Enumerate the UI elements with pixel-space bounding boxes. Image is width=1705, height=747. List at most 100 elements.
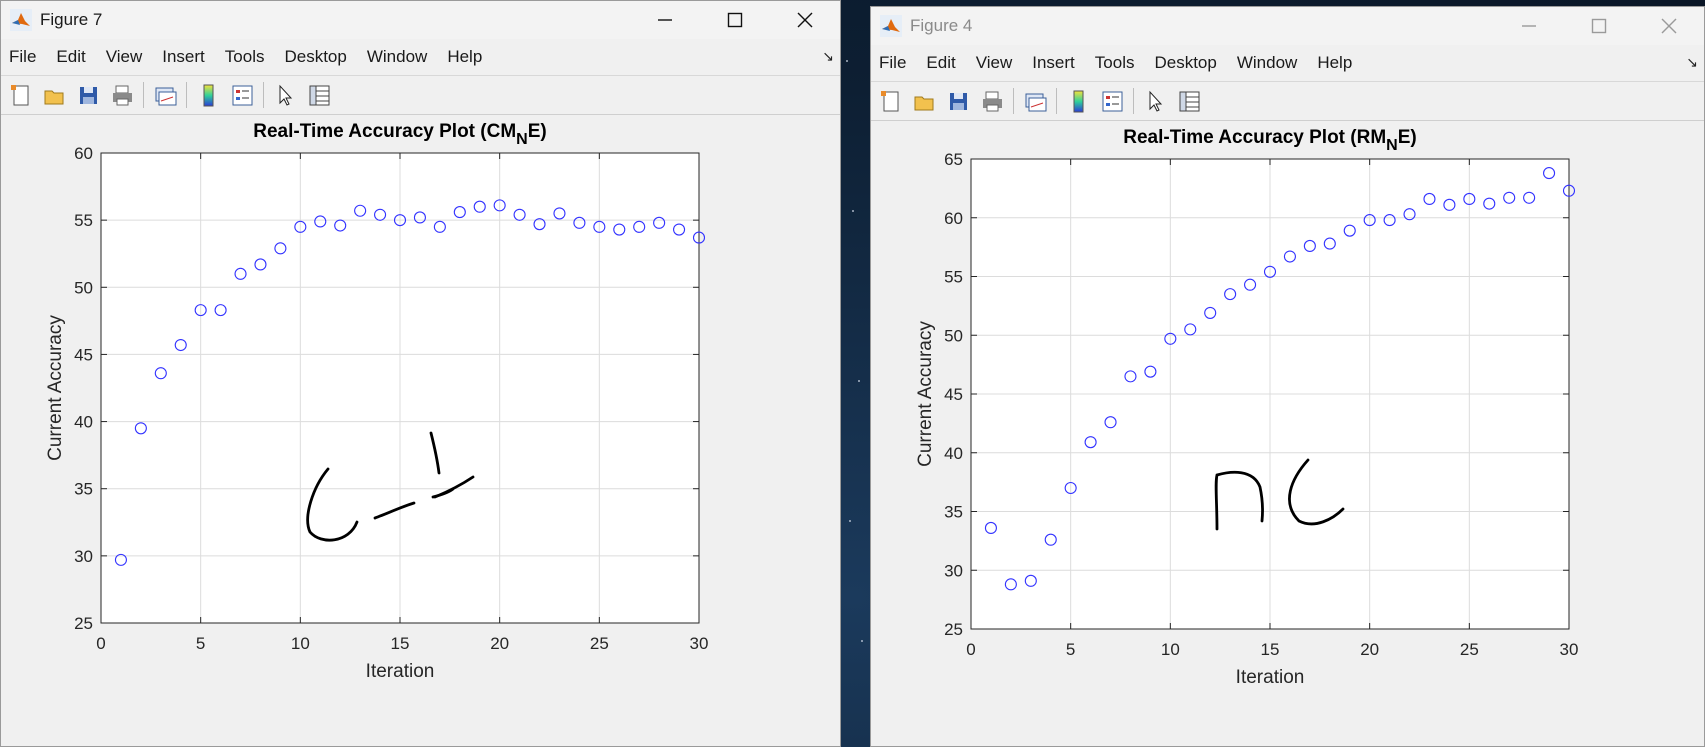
- data-point[interactable]: [1084, 436, 1097, 449]
- data-point[interactable]: [1164, 332, 1177, 345]
- data-point[interactable]: [692, 231, 706, 244]
- menu-window[interactable]: Window: [366, 47, 428, 66]
- data-point[interactable]: [393, 214, 407, 227]
- data-point[interactable]: [1283, 250, 1296, 263]
- scatter-chart[interactable]: 0 5 10 15 20 25 30 25 30 35 40 45 50 55 60 Iteration Cur…: [1, 115, 841, 745]
- data-point[interactable]: [334, 219, 347, 232]
- data-point[interactable]: [413, 211, 426, 224]
- data-point[interactable]: [294, 220, 307, 233]
- edit-plot-button[interactable]: [1140, 86, 1170, 116]
- data-point[interactable]: [1423, 192, 1436, 205]
- data-point[interactable]: [553, 207, 566, 220]
- menu-insert[interactable]: Insert: [1032, 53, 1075, 72]
- data-point[interactable]: [633, 220, 646, 233]
- new-figure-button[interactable]: [5, 80, 35, 110]
- menu-file[interactable]: File: [879, 53, 907, 72]
- data-point[interactable]: [473, 200, 486, 213]
- data-point[interactable]: [613, 223, 626, 236]
- data-point[interactable]: [573, 216, 586, 229]
- legend-button[interactable]: [1097, 86, 1127, 116]
- data-point[interactable]: [1124, 370, 1137, 383]
- save-button[interactable]: [73, 80, 103, 110]
- data-point[interactable]: [114, 553, 127, 566]
- data-point[interactable]: [533, 218, 546, 231]
- data-point[interactable]: [1323, 237, 1336, 250]
- edit-plot-button[interactable]: [270, 80, 300, 110]
- data-point[interactable]: [1004, 578, 1017, 591]
- data-point[interactable]: [453, 206, 466, 219]
- maximize-button[interactable]: [700, 1, 770, 39]
- menu-view[interactable]: View: [105, 47, 143, 66]
- data-point[interactable]: [493, 199, 506, 212]
- figure-window-4[interactable]: Figure 4 File Edit View Insert Tools Des…: [870, 6, 1705, 747]
- title-bar[interactable]: Figure 4: [871, 7, 1704, 45]
- print-button[interactable]: [977, 86, 1007, 116]
- data-point[interactable]: [354, 204, 367, 217]
- data-point[interactable]: [984, 521, 997, 535]
- menu-edit[interactable]: Edit: [56, 47, 86, 66]
- data-point[interactable]: [234, 267, 247, 280]
- menu-edit[interactable]: Edit: [926, 53, 956, 72]
- close-button[interactable]: [770, 1, 840, 39]
- link-plot-button[interactable]: [150, 80, 180, 110]
- data-point[interactable]: [1443, 198, 1456, 211]
- data-point[interactable]: [1184, 323, 1197, 336]
- menu-desktop[interactable]: Desktop: [1154, 53, 1217, 72]
- data-point[interactable]: [1543, 167, 1556, 180]
- close-button[interactable]: [1634, 7, 1704, 45]
- data-point[interactable]: [593, 220, 606, 233]
- data-point[interactable]: [1303, 239, 1316, 252]
- print-button[interactable]: [107, 80, 137, 110]
- figure-window-7[interactable]: Figure 7 File Edit View Insert Tools Des…: [0, 0, 841, 747]
- data-point[interactable]: [134, 422, 147, 435]
- menu-file[interactable]: File: [9, 47, 37, 66]
- data-point[interactable]: [1224, 288, 1237, 301]
- data-point[interactable]: [653, 216, 666, 229]
- data-point[interactable]: [1562, 184, 1576, 197]
- data-point[interactable]: [254, 258, 267, 271]
- scatter-chart[interactable]: 0 5 10 15 20 25 30 25 30 35 40 45 50 55 60 65 Iteration C…: [871, 121, 1705, 747]
- data-point[interactable]: [214, 304, 227, 317]
- data-point[interactable]: [1383, 214, 1396, 227]
- menu-tools[interactable]: Tools: [1094, 53, 1135, 72]
- dock-arrow-icon[interactable]: ↘: [822, 48, 834, 64]
- data-point[interactable]: [1024, 574, 1037, 587]
- data-point[interactable]: [1503, 191, 1516, 204]
- minimize-button[interactable]: [1494, 7, 1564, 45]
- data-point[interactable]: [274, 242, 287, 255]
- new-figure-button[interactable]: [875, 86, 905, 116]
- property-inspector-button[interactable]: [304, 80, 334, 110]
- menu-view[interactable]: View: [975, 53, 1013, 72]
- dock-arrow-icon[interactable]: ↘: [1686, 54, 1698, 70]
- data-point[interactable]: [1144, 365, 1157, 378]
- save-button[interactable]: [943, 86, 973, 116]
- data-point[interactable]: [174, 338, 187, 352]
- colorbar-button[interactable]: [193, 80, 223, 110]
- data-point[interactable]: [1363, 214, 1376, 227]
- data-point[interactable]: [1104, 416, 1117, 429]
- menu-insert[interactable]: Insert: [162, 47, 205, 66]
- data-point[interactable]: [1204, 306, 1217, 319]
- data-point[interactable]: [1044, 533, 1057, 546]
- link-plot-button[interactable]: [1020, 86, 1050, 116]
- property-inspector-button[interactable]: [1174, 86, 1204, 116]
- data-point[interactable]: [374, 208, 387, 221]
- menu-desktop[interactable]: Desktop: [284, 47, 347, 66]
- data-point[interactable]: [1244, 278, 1257, 291]
- colorbar-button[interactable]: [1063, 86, 1093, 116]
- data-point[interactable]: [1343, 224, 1356, 237]
- title-bar[interactable]: Figure 7: [1, 1, 840, 39]
- menu-window[interactable]: Window: [1236, 53, 1298, 72]
- data-point[interactable]: [1064, 481, 1077, 495]
- open-file-button[interactable]: [39, 80, 69, 110]
- data-point[interactable]: [433, 220, 446, 233]
- open-file-button[interactable]: [909, 86, 939, 116]
- menu-tools[interactable]: Tools: [224, 47, 265, 66]
- data-point[interactable]: [1263, 265, 1277, 278]
- data-point[interactable]: [154, 367, 167, 380]
- maximize-button[interactable]: [1564, 7, 1634, 45]
- minimize-button[interactable]: [630, 1, 700, 39]
- data-point[interactable]: [1403, 208, 1416, 221]
- data-point[interactable]: [1463, 192, 1476, 205]
- menu-help[interactable]: Help: [447, 47, 483, 66]
